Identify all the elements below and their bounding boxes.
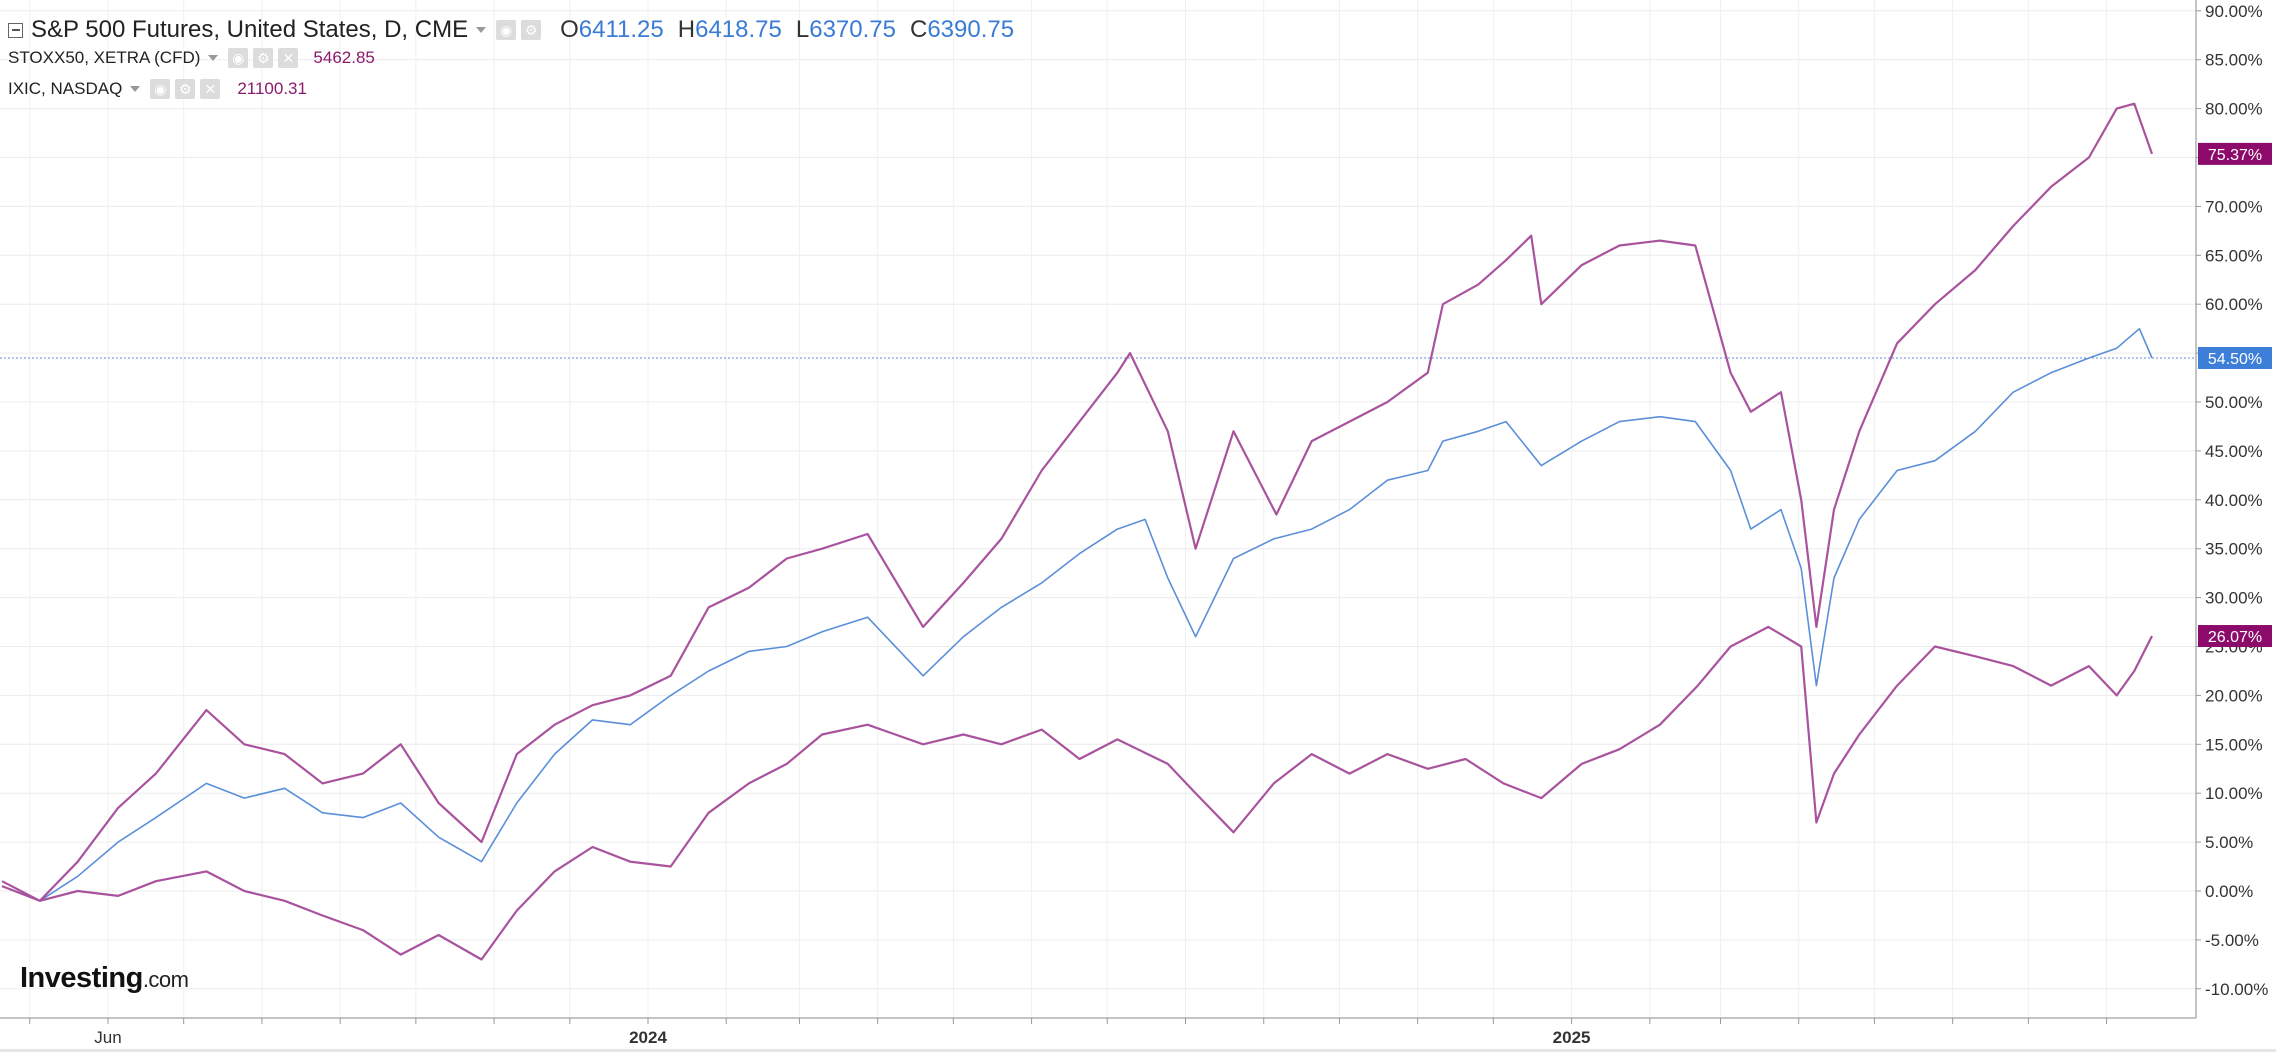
series-line-spx: [1, 327, 2153, 902]
compare2-value: 21100.31: [237, 79, 307, 98]
logo-suffix-text: .com: [142, 967, 189, 992]
y-tick-label: 90.00%: [2205, 2, 2263, 21]
chart-grid: [0, 0, 2196, 1018]
y-tick-label: 50.00%: [2205, 393, 2263, 412]
legend-compare1-row: STOXX50, XETRA (CFD) ◉ ⚙ ✕ 5462.85: [8, 48, 375, 68]
series-line-stoxx50: [1, 625, 2153, 961]
y-tick-label: -10.00%: [2205, 980, 2268, 999]
y-tick-label: -5.00%: [2205, 931, 2259, 950]
x-tick-label: 2025: [1553, 1028, 1591, 1047]
current-label-bg-spx: [2198, 346, 2272, 369]
y-tick-label: 35.00%: [2205, 540, 2263, 559]
y-tick-label: 45.00%: [2205, 442, 2263, 461]
series-layer: [1, 102, 2154, 961]
series-line-ixic: [1, 102, 2154, 902]
current-label-bg-stoxx50: [2198, 625, 2272, 648]
low-label: L: [795, 16, 810, 43]
low-value: 6370.75: [809, 16, 896, 43]
current-label-ixic: 75.37%: [2208, 147, 2262, 164]
current-label-spx: 54.50%: [2208, 351, 2262, 368]
current-label-stoxx50: 26.07%: [2208, 629, 2262, 646]
legend-compare2-row: IXIC, NASDAQ ◉ ⚙ ✕ 21100.31: [8, 79, 307, 99]
y-tick-label: 85.00%: [2205, 51, 2263, 70]
y-tick-label: 40.00%: [2205, 491, 2263, 510]
close-icon[interactable]: ✕: [200, 79, 221, 99]
dropdown-caret-icon[interactable]: [476, 27, 487, 33]
y-tick-label: 80.00%: [2205, 100, 2263, 119]
close-label: C: [909, 16, 928, 43]
investing-logo: Investing.com: [20, 962, 189, 995]
legend-main-row: S&P 500 Futures, United States, D, CME ◉…: [8, 16, 1014, 44]
y-tick-label: 10.00%: [2205, 784, 2263, 803]
y-tick-label: 15.00%: [2205, 735, 2263, 754]
high-value: 6418.75: [695, 16, 782, 43]
settings-icon[interactable]: ⚙: [175, 79, 196, 99]
compare2-name: IXIC, NASDAQ: [8, 79, 123, 98]
close-icon[interactable]: ✕: [278, 48, 299, 68]
compare1-value: 5462.85: [313, 48, 375, 67]
settings-icon[interactable]: ⚙: [253, 48, 274, 68]
y-tick-label: 70.00%: [2205, 197, 2263, 216]
y-tick-label: 20.00%: [2205, 686, 2263, 705]
open-value: 6411.25: [578, 16, 664, 43]
compare1-name: STOXX50, XETRA (CFD): [8, 48, 201, 67]
y-tick-label: 0.00%: [2205, 882, 2253, 901]
main-series-name: S&P 500 Futures, United States, D, CME: [31, 16, 469, 43]
bottom-scrollbar[interactable]: [0, 1049, 2276, 1052]
eye-icon[interactable]: ◉: [150, 79, 171, 99]
y-tick-label: 30.00%: [2205, 589, 2263, 608]
collapse-icon[interactable]: [8, 22, 23, 38]
dropdown-caret-icon[interactable]: [208, 55, 219, 61]
close-value: 6390.75: [927, 16, 1015, 43]
logo-main-text: Investing: [20, 962, 143, 994]
y-tick-label: 65.00%: [2205, 246, 2263, 265]
y-tick-label: 5.00%: [2205, 833, 2253, 852]
open-label: O: [560, 16, 579, 43]
eye-icon[interactable]: ◉: [228, 48, 249, 68]
y-tick-label: 60.00%: [2205, 295, 2263, 314]
settings-icon[interactable]: ⚙: [521, 20, 542, 40]
x-tick-label: 2024: [629, 1028, 667, 1047]
high-label: H: [677, 16, 696, 43]
current-label-bg-ixic: [2198, 142, 2272, 165]
eye-icon[interactable]: ◉: [496, 20, 517, 40]
x-axis-ticks: Jun 2024 2025: [29, 1018, 2108, 1047]
x-tick-label: Jun: [94, 1028, 121, 1047]
current-value-labels: 54.50% 75.37% 26.07%: [2198, 142, 2272, 648]
dropdown-caret-icon[interactable]: [130, 86, 141, 92]
